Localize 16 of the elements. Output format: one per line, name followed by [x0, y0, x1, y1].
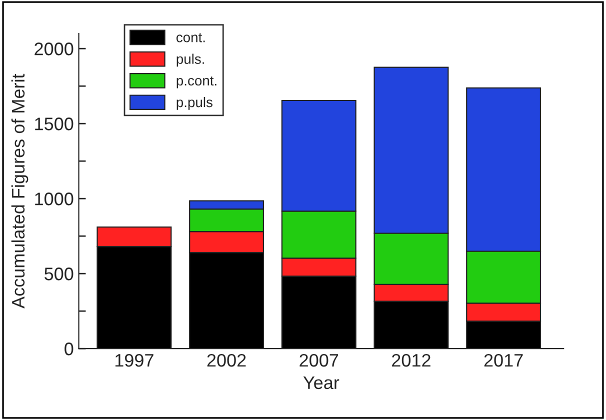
x-axis-title: Year: [303, 376, 340, 390]
y-tick-label: 1500: [35, 118, 74, 130]
legend-label: p.puls: [176, 96, 212, 110]
y-tick-label: 2000: [34, 42, 74, 56]
x-tick-label: 2012: [392, 354, 430, 367]
y-axis-title: Accumulated Figures of Merit: [11, 74, 28, 308]
legend-label: cont.: [176, 33, 205, 42]
legend-label: p.cont.: [176, 76, 216, 88]
y-tick-label: 0: [64, 342, 74, 356]
x-tick-label: 2017: [484, 354, 523, 367]
legend-label: puls.: [176, 54, 204, 67]
x-tick-label: 2002: [207, 354, 246, 367]
y-tick-label: 500: [44, 268, 74, 280]
x-tick-label: 1997: [115, 354, 154, 367]
x-tick-label: 2007: [300, 354, 338, 367]
y-tick-label: 1000: [35, 192, 74, 206]
